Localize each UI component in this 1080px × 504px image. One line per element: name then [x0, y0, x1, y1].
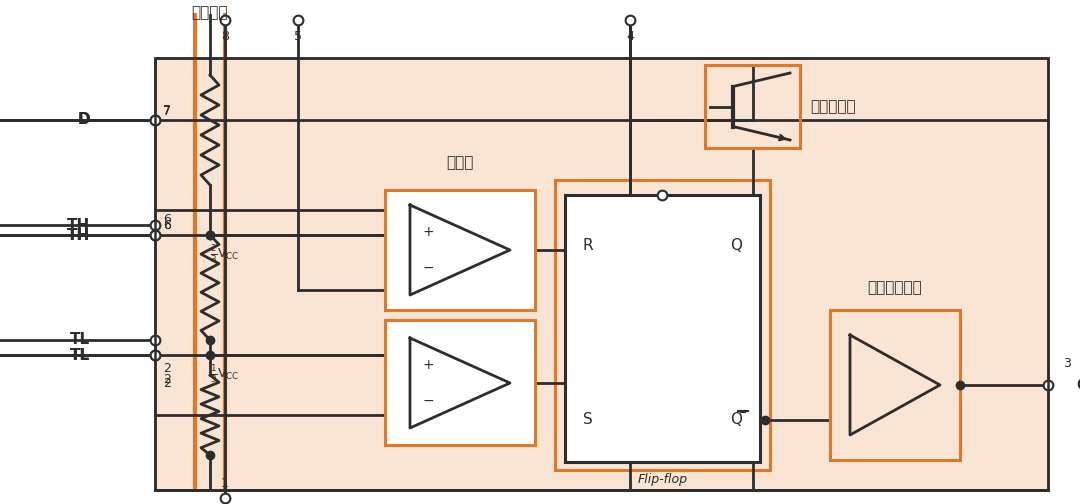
Text: $\frac{1}{3}$V$_{\mathrm{CC}}$: $\frac{1}{3}$V$_{\mathrm{CC}}$: [210, 363, 240, 385]
Text: +: +: [422, 225, 434, 239]
Text: OUT: OUT: [1076, 377, 1080, 393]
Text: S: S: [583, 412, 593, 427]
Text: 2: 2: [163, 377, 171, 390]
Text: TL: TL: [70, 347, 90, 362]
Text: TH: TH: [67, 218, 90, 232]
Text: +: +: [422, 358, 434, 372]
Text: 输出驱动电路: 输出驱动电路: [867, 280, 922, 295]
Text: TH: TH: [67, 227, 90, 242]
Text: D: D: [78, 112, 90, 128]
Bar: [156, 58, 1048, 490]
Bar: [384, 320, 535, 445]
Text: 比较器: 比较器: [446, 155, 474, 170]
Bar: [555, 180, 770, 470]
Text: TH: TH: [67, 227, 90, 242]
Text: Flip-flop: Flip-flop: [637, 473, 688, 486]
Text: 放电晶体管: 放电晶体管: [810, 99, 855, 114]
Text: 3: 3: [1063, 357, 1071, 370]
Text: 7: 7: [163, 105, 171, 118]
Text: Q: Q: [730, 237, 742, 253]
Text: R: R: [583, 237, 594, 253]
Text: Q: Q: [730, 412, 742, 427]
Text: 2: 2: [163, 362, 171, 375]
Text: 6: 6: [163, 213, 171, 226]
Text: −: −: [422, 261, 434, 275]
Text: 7: 7: [163, 104, 171, 117]
Text: 2: 2: [163, 373, 171, 386]
Text: 4: 4: [626, 30, 634, 43]
Text: 5: 5: [294, 30, 302, 43]
Text: 分压电路: 分压电路: [192, 5, 228, 20]
Text: −: −: [422, 394, 434, 408]
Text: 6: 6: [163, 219, 171, 232]
Text: 6: 6: [163, 219, 171, 232]
Text: $\frac{2}{3}$V$_{\mathrm{CC}}$: $\frac{2}{3}$V$_{\mathrm{CC}}$: [210, 243, 240, 265]
Bar: [384, 190, 535, 310]
Text: D: D: [78, 112, 90, 128]
Text: 1: 1: [221, 477, 229, 490]
Bar: [705, 65, 800, 148]
Text: TL: TL: [70, 333, 90, 347]
Text: TL: TL: [70, 347, 90, 362]
Bar: [565, 195, 760, 462]
Bar: [831, 310, 960, 460]
Bar: [156, 58, 1048, 490]
Text: 8: 8: [221, 30, 229, 43]
